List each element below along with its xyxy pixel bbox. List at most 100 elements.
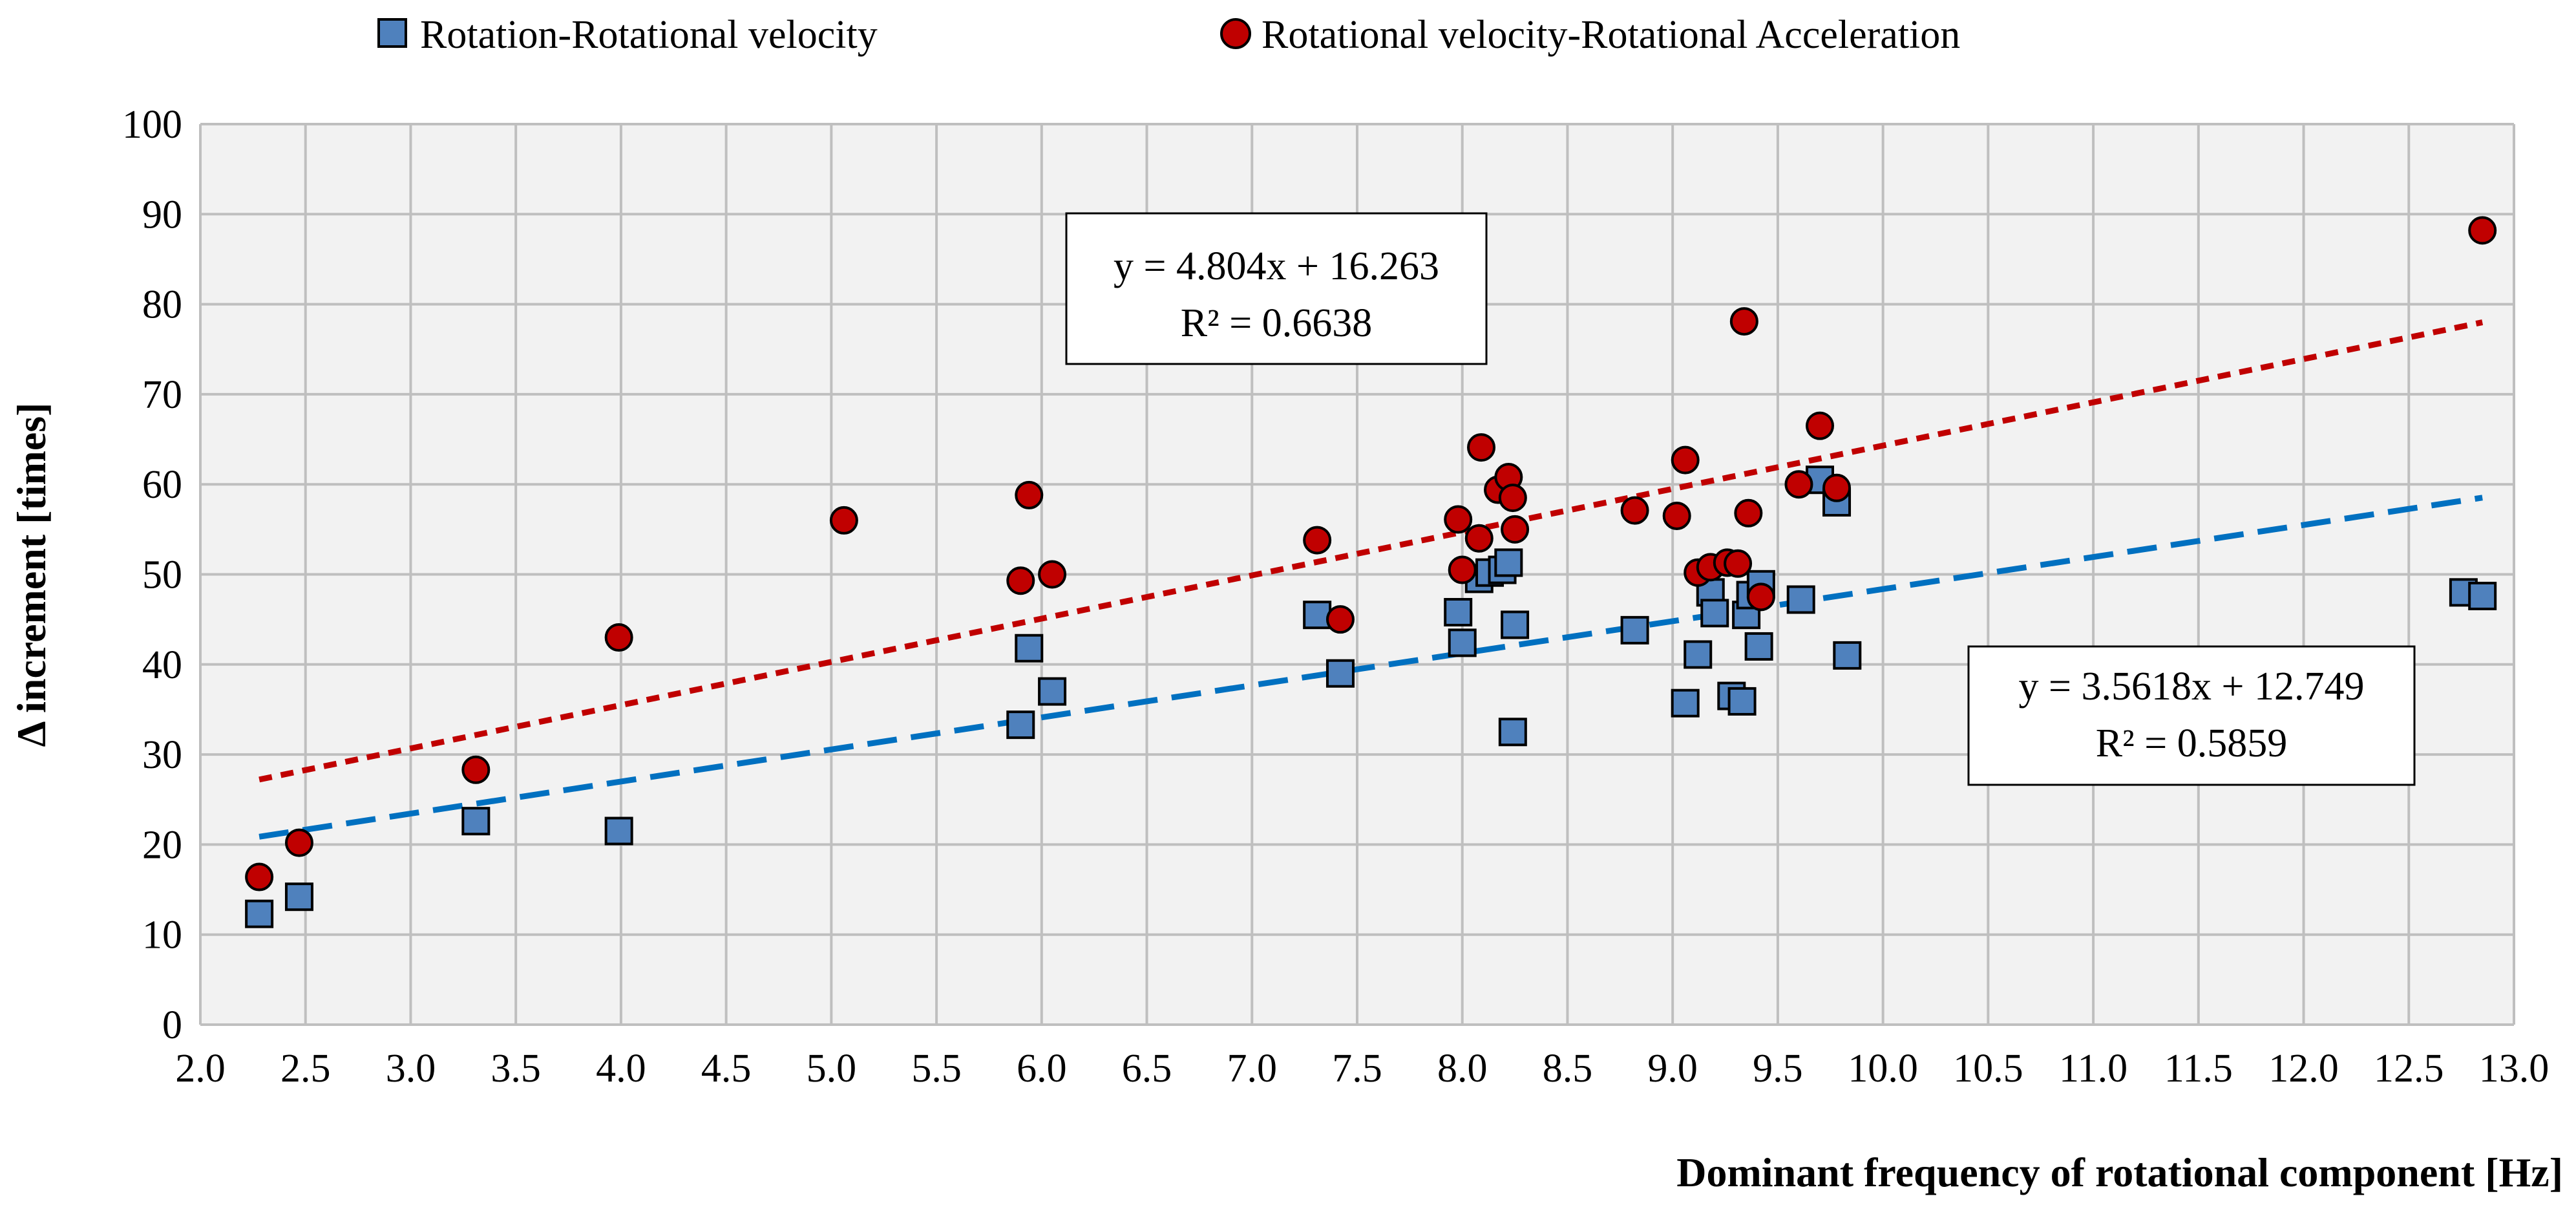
y-tick-labels: 0 10 20 30 40 50 60 70 80 90 100: [122, 103, 182, 1047]
equation-box-series-1-frame: [1967, 645, 2416, 786]
data-point-series-2: [1448, 555, 1477, 584]
data-point-series-2: [1662, 501, 1691, 530]
data-point-series-1: [1444, 598, 1473, 627]
data-point-series-1: [1700, 599, 1729, 628]
x-tick-label: 3.5: [491, 1047, 541, 1091]
data-point-series-2: [1303, 526, 1332, 555]
data-point-series-2: [284, 828, 313, 857]
data-point-series-2: [1746, 582, 1775, 612]
data-point-series-2: [1038, 560, 1067, 589]
data-point-series-1: [284, 882, 313, 912]
y-axis-title: Δ increment [times]: [8, 403, 54, 747]
x-tick-label: 8.5: [1543, 1047, 1593, 1091]
data-point-series-1: [1006, 710, 1035, 740]
x-tick-label: 6.5: [1122, 1047, 1172, 1091]
equation-box-series-1: y = 3.5618x + 12.749 R² = 0.5859: [1967, 645, 2416, 786]
data-point-series-2: [1501, 515, 1530, 544]
data-point-series-1: [1498, 718, 1527, 747]
x-tick-label: 9.5: [1753, 1047, 1803, 1091]
data-point-series-1: [604, 816, 633, 846]
data-point-series-1: [1620, 615, 1649, 645]
equation-series-2: y = 4.804x + 16.263: [1114, 244, 1439, 288]
data-point-series-1: [1744, 632, 1773, 661]
x-tick-labels: 2.0 2.5 3.0 3.5 4.0 4.5 5.0 5.5 6.0 6.5 7.0 7.5 8.0 8…: [175, 1047, 2549, 1091]
data-point-series-2: [1822, 473, 1852, 502]
x-tick-label: 4.0: [596, 1047, 646, 1091]
r2-series-2: R² = 0.6638: [1181, 301, 1372, 345]
x-axis-title: Dominant frequency of rotational compone…: [1676, 1149, 2563, 1195]
data-point-series-1: [1494, 548, 1523, 577]
data-point-series-2: [1734, 498, 1763, 528]
y-tick-label: 0: [162, 1003, 182, 1047]
x-tick-label: 5.0: [807, 1047, 857, 1091]
y-tick-label: 50: [142, 553, 182, 597]
data-point-series-1: [1501, 610, 1530, 639]
x-tick-label: 6.0: [1017, 1047, 1067, 1091]
x-tick-label: 8.0: [1437, 1047, 1488, 1091]
data-point-series-1: [2468, 581, 2497, 610]
y-tick-label: 20: [142, 823, 182, 867]
data-point-series-2: [1464, 524, 1494, 553]
data-point-series-1: [1303, 601, 1332, 630]
x-tick-label: 7.0: [1227, 1047, 1278, 1091]
data-point-series-2: [829, 506, 858, 535]
trendline-series-1: [259, 495, 2483, 840]
y-tick-label: 70: [142, 373, 182, 417]
x-tick-label: 12.5: [2374, 1047, 2444, 1091]
equation-series-1: y = 3.5618x + 12.749: [2019, 665, 2365, 709]
data-point-series-1: [1448, 628, 1477, 657]
data-point-series-2: [1467, 433, 1496, 462]
legend-marker-series-2: [1220, 18, 1251, 49]
x-tick-label: 2.5: [280, 1047, 331, 1091]
x-tick-label: 10.5: [1953, 1047, 2023, 1091]
data-point-series-2: [1325, 605, 1355, 634]
data-point-series-1: [1684, 640, 1713, 669]
data-point-series-2: [1498, 484, 1527, 513]
data-points: [245, 216, 2497, 928]
y-tick-label: 90: [142, 193, 182, 237]
trendlines: [259, 319, 2484, 840]
data-point-series-1: [1038, 677, 1067, 706]
data-point-series-2: [461, 755, 491, 784]
data-point-series-2: [2468, 216, 2497, 245]
data-point-series-1: [1015, 634, 1044, 663]
equation-box-series-2-frame: [1065, 212, 1488, 365]
x-tick-label: 12.0: [2268, 1047, 2339, 1091]
data-point-series-2: [1729, 307, 1758, 336]
data-point-series-1: [1671, 688, 1700, 718]
legend-label-series-2: Rotational velocity-Rotational Accelerat…: [1262, 13, 1960, 57]
data-point-series-1: [461, 807, 491, 836]
legend: Rotation-Rotational velocity Rotational …: [377, 13, 1960, 57]
x-tick-label: 2.0: [175, 1047, 226, 1091]
data-point-series-1: [1325, 659, 1355, 688]
data-point-series-2: [1006, 566, 1035, 595]
x-tick-label: 4.5: [701, 1047, 752, 1091]
legend-marker-series-1: [377, 18, 407, 48]
x-tick-label: 5.5: [911, 1047, 962, 1091]
grid: [199, 123, 2515, 1026]
trendline-series-2: [259, 319, 2484, 783]
data-point-series-2: [1724, 549, 1753, 578]
x-tick-label: 13.0: [2479, 1047, 2550, 1091]
data-point-series-2: [1671, 445, 1700, 475]
x-tick-label: 11.0: [2059, 1047, 2127, 1091]
data-point-series-1: [245, 899, 274, 928]
data-point-series-2: [1806, 411, 1834, 440]
data-point-series-2: [1015, 480, 1044, 509]
y-tick-label: 10: [142, 913, 182, 957]
data-point-series-1: [1727, 687, 1757, 716]
legend-label-series-1: Rotation-Rotational velocity: [420, 13, 878, 57]
y-tick-label: 80: [142, 283, 182, 327]
data-point-series-1: [1786, 585, 1815, 614]
data-point-series-2: [1444, 505, 1473, 534]
r2-series-1: R² = 0.5859: [2096, 721, 2287, 765]
x-tick-label: 3.0: [386, 1047, 436, 1091]
data-point-series-2: [1784, 470, 1813, 499]
y-tick-label: 60: [142, 463, 182, 507]
y-tick-label: 100: [122, 103, 182, 147]
data-point-series-2: [604, 623, 633, 652]
data-point-series-1: [1833, 641, 1862, 670]
data-point-series-2: [245, 862, 274, 891]
equation-box-series-2: y = 4.804x + 16.263 R² = 0.6638: [1065, 212, 1488, 365]
